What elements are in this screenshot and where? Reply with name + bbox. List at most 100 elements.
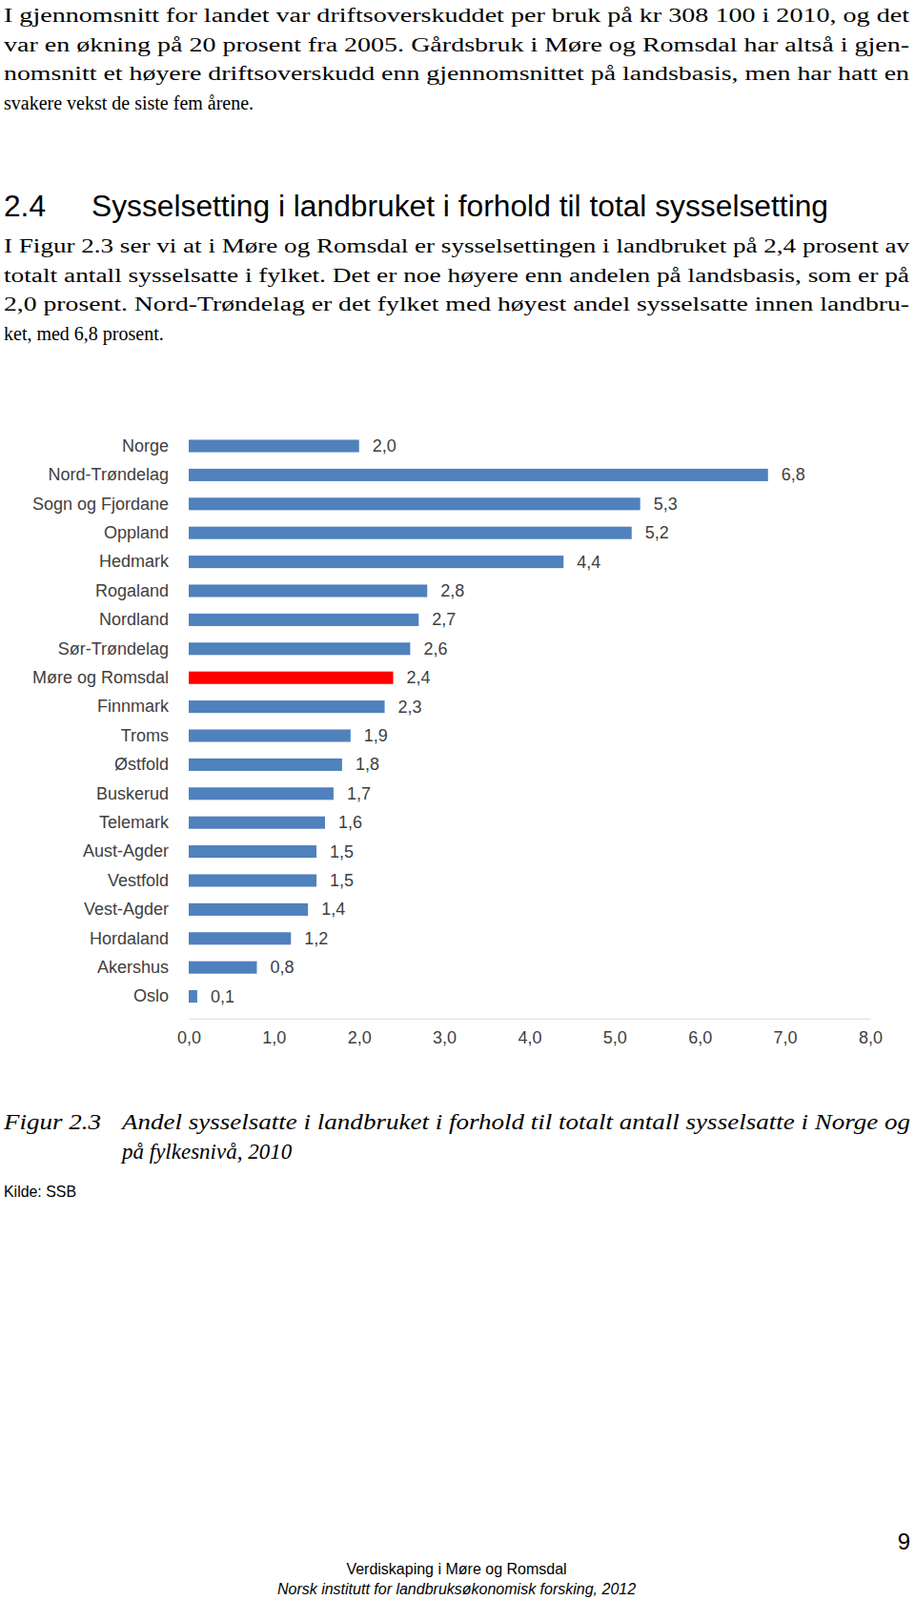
category-tick: Vestfold bbox=[107, 871, 169, 891]
section-number: 2.4 bbox=[3, 189, 46, 224]
data-label: 5,3 bbox=[653, 494, 678, 514]
bar bbox=[188, 787, 334, 800]
caption-label: Figur 2.3 bbox=[2, 1110, 102, 1135]
category-tick: Hordaland bbox=[89, 929, 169, 949]
data-label: 0,8 bbox=[270, 957, 295, 977]
bar bbox=[188, 527, 632, 540]
category-tick: Norge bbox=[122, 436, 169, 456]
category-tick: Nordland bbox=[99, 610, 169, 630]
page-number: 9 bbox=[897, 1528, 911, 1555]
tick-label: 4,0 bbox=[517, 1028, 542, 1048]
category-tick: Vest-Agder bbox=[83, 899, 169, 919]
tick-label: 6,0 bbox=[688, 1028, 712, 1048]
category-label: Sør-Trøndelag bbox=[58, 639, 169, 659]
bar bbox=[188, 816, 326, 830]
data-label: 2,4 bbox=[406, 668, 431, 688]
bar bbox=[188, 700, 386, 713]
category-label: Hedmark bbox=[99, 551, 170, 571]
bar bbox=[188, 468, 769, 482]
bar bbox=[188, 584, 427, 597]
value-tick: 4,0 bbox=[517, 1018, 542, 1048]
source: Kilde: SSB bbox=[3, 1182, 77, 1201]
category-tick: Akershus bbox=[97, 957, 169, 977]
footer-line: Verdiskaping i Møre og Romsdal bbox=[345, 1561, 567, 1578]
caption-line: Andel sysselsatte i landbruket i forhold… bbox=[120, 1110, 911, 1135]
category-label: Oppland bbox=[103, 523, 169, 543]
data-label: 1,8 bbox=[355, 754, 380, 774]
data-label: 1,5 bbox=[329, 842, 354, 862]
bar bbox=[188, 613, 419, 627]
axis-line bbox=[189, 1018, 872, 1020]
category-tick: Sogn og Fjordane bbox=[32, 494, 169, 514]
bar bbox=[188, 497, 641, 510]
bar bbox=[188, 874, 317, 887]
intro-line: nomsnitt et høyere driftsoverskudd enn g… bbox=[3, 62, 910, 85]
chart: 2,06,85,35,24,42,82,72,62,42,31,91,81,71… bbox=[32, 436, 883, 1048]
category-label: Buskerud bbox=[96, 784, 169, 804]
data-label: 5,2 bbox=[645, 523, 670, 543]
data-label: 1,9 bbox=[364, 726, 388, 746]
data-label: 0,1 bbox=[210, 987, 235, 1007]
data-label: 1,6 bbox=[338, 813, 363, 833]
data-label: 2,0 bbox=[372, 436, 397, 456]
tick-label: 7,0 bbox=[773, 1028, 798, 1048]
bar bbox=[188, 671, 394, 685]
category-label: Troms bbox=[121, 726, 169, 746]
category-label: Østfold bbox=[114, 754, 169, 774]
data-label: 1,5 bbox=[329, 871, 354, 891]
category-tick: Oppland bbox=[103, 523, 169, 543]
bar bbox=[188, 990, 198, 1003]
category-tick: Møre og Romsdal bbox=[32, 668, 169, 688]
category-label: Nord-Trøndelag bbox=[48, 465, 169, 485]
category-label: Sogn og Fjordane bbox=[32, 494, 169, 514]
category-tick: Troms bbox=[121, 726, 169, 746]
data-label: 1,2 bbox=[304, 929, 328, 949]
bar bbox=[188, 903, 308, 916]
value-tick: 5,0 bbox=[603, 1018, 628, 1048]
section-title: Sysselsetting i landbruket i forhold til… bbox=[91, 189, 829, 224]
category-label: Møre og Romsdal bbox=[32, 668, 169, 688]
value-tick: 1,0 bbox=[262, 1018, 286, 1048]
bar bbox=[188, 642, 410, 655]
category-label: Telemark bbox=[99, 813, 170, 833]
intro-line: var en økning på 20 prosent fra 2005. Gå… bbox=[3, 34, 910, 57]
data-label: 2,7 bbox=[431, 610, 456, 630]
category-tick: Sør-Trøndelag bbox=[58, 639, 169, 659]
category-tick: Finnmark bbox=[97, 696, 170, 716]
value-axis: 0,0 1,0 2,0 3,0 4,0 5,0 6,0 7,0 8,0 bbox=[177, 1018, 883, 1048]
value-tick: 7,0 bbox=[773, 1018, 798, 1048]
bar bbox=[188, 758, 343, 772]
value-tick: 6,0 bbox=[688, 1018, 712, 1048]
tick-label: 1,0 bbox=[262, 1028, 286, 1048]
category-tick: Oslo bbox=[133, 986, 169, 1006]
value-tick: 8,0 bbox=[858, 1018, 883, 1048]
intro-line: I gjennomsnitt for landet var driftsover… bbox=[3, 4, 911, 27]
category-tick: Rogaland bbox=[95, 581, 169, 601]
category-label: Nordland bbox=[99, 610, 169, 630]
category-label: Hordaland bbox=[89, 929, 169, 949]
bar bbox=[188, 555, 564, 569]
data-label: 6,8 bbox=[781, 465, 806, 485]
data-label: 1,7 bbox=[346, 784, 371, 804]
tick-label: 8,0 bbox=[858, 1028, 883, 1048]
page: I gjennomsnitt for landet var driftsover… bbox=[0, 0, 915, 1600]
category-label: Vestfold bbox=[107, 871, 169, 891]
bar bbox=[188, 439, 360, 452]
data-label: 2,3 bbox=[398, 697, 423, 717]
tick-label: 2,0 bbox=[347, 1028, 372, 1048]
category-label: Rogaland bbox=[95, 581, 169, 601]
caption-line: på fylkesnivå, 2010 bbox=[120, 1139, 293, 1164]
value-tick: 0,0 bbox=[177, 1018, 202, 1048]
category-label: Finnmark bbox=[97, 696, 170, 716]
bar bbox=[188, 932, 291, 945]
tick-label: 3,0 bbox=[432, 1028, 457, 1048]
value-tick: 2,0 bbox=[347, 1018, 372, 1048]
data-label: 2,8 bbox=[440, 581, 465, 601]
bars bbox=[188, 439, 769, 1003]
body-line: totalt antall sysselsatte i fylket. Det … bbox=[3, 264, 910, 287]
category-tick: Buskerud bbox=[96, 784, 169, 804]
intro-line: svakere vekst de siste fem årene. bbox=[3, 92, 254, 114]
category-tick: Hedmark bbox=[99, 551, 170, 571]
category-label: Akershus bbox=[97, 957, 169, 977]
category-label: Vest-Agder bbox=[83, 899, 169, 919]
